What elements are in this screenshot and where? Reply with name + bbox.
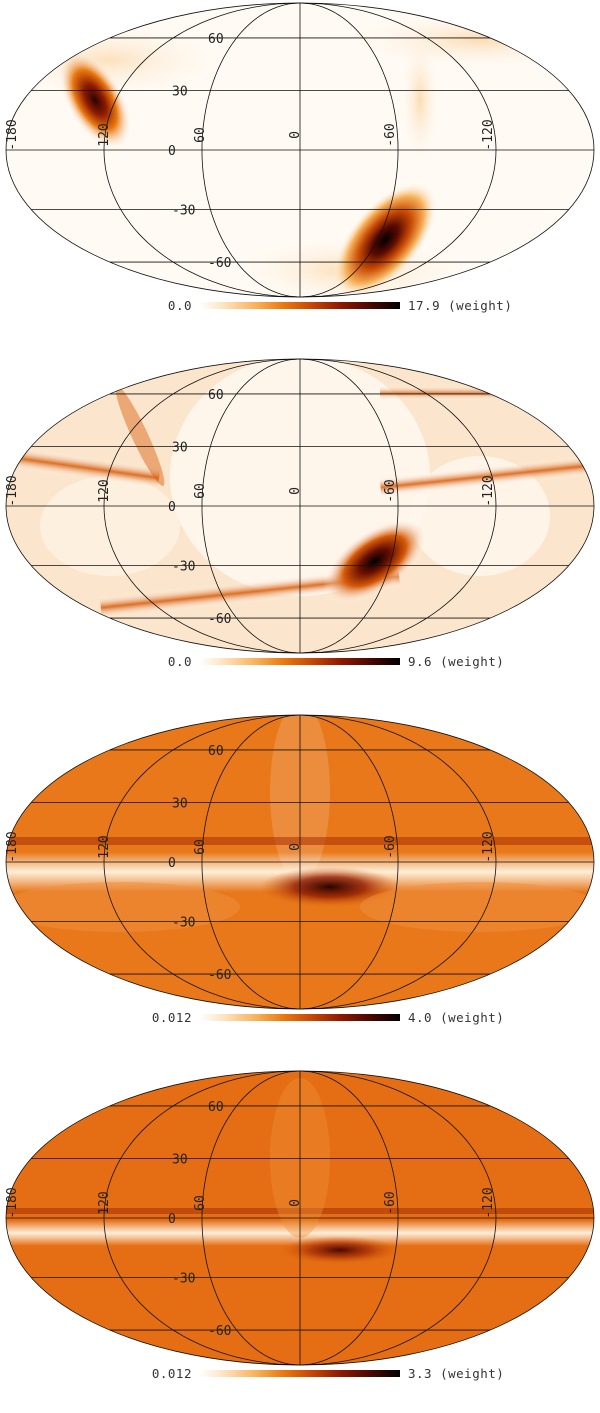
colorbar-gradient xyxy=(200,1370,400,1377)
longitude-label: 120 xyxy=(97,123,112,146)
latitude-label: 30 xyxy=(172,441,188,456)
mollweide-map-1: 60 30 0 -30 -60 -180 120 60 0 -60 -120 xyxy=(5,2,595,298)
longitude-label: 60 xyxy=(193,1195,208,1211)
latitude-label: 0 xyxy=(168,500,176,515)
graticule-3 xyxy=(5,714,595,1010)
latitude-label: 30 xyxy=(172,797,188,812)
colorbar-2: 0.0 9.6 (weight) xyxy=(0,654,600,674)
longitude-label: -180 xyxy=(5,831,20,862)
latitude-label: 30 xyxy=(172,1153,188,1168)
longitude-label: -60 xyxy=(383,1191,398,1214)
longitude-label: -180 xyxy=(5,475,20,506)
colorbar-1: 0.0 17.9 (weight) xyxy=(0,298,600,318)
colorbar-gradient xyxy=(200,1014,400,1021)
longitude-label: -60 xyxy=(383,123,398,146)
colorbar-min-label: 0.0 xyxy=(167,654,192,669)
longitude-label: 60 xyxy=(193,127,208,143)
latitude-label: 60 xyxy=(208,744,224,759)
longitude-label: 0 xyxy=(288,843,303,851)
longitude-label: -60 xyxy=(383,835,398,858)
mollweide-map-3: 60 30 0 -30 -60 -180 120 60 0 -60 -120 xyxy=(5,714,595,1010)
latitude-label: -30 xyxy=(172,915,195,930)
sky-map-panel-1: 60 30 0 -30 -60 -180 120 60 0 -60 -120 0.0 17.9 (w… xyxy=(0,0,600,345)
longitude-label: 0 xyxy=(288,131,303,139)
longitude-label: 0 xyxy=(288,487,303,495)
colorbar-max-label: 17.9 (weight) xyxy=(408,298,513,313)
colorbar-4: 0.012 3.3 (weight) xyxy=(0,1366,600,1386)
graticule-4 xyxy=(5,1070,595,1366)
latitude-label: 0 xyxy=(168,144,176,159)
colorbar-3: 0.012 4.0 (weight) xyxy=(0,1010,600,1030)
longitude-label: 120 xyxy=(97,479,112,502)
colorbar-min-label: 0.012 xyxy=(151,1010,192,1025)
latitude-label: -60 xyxy=(208,1324,231,1339)
latitude-label: 0 xyxy=(168,856,176,871)
longitude-label: 120 xyxy=(97,835,112,858)
latitude-label: -60 xyxy=(208,256,231,271)
colorbar-max-label: 3.3 (weight) xyxy=(408,1366,505,1381)
longitude-label: -120 xyxy=(481,119,496,150)
latitude-label: 60 xyxy=(208,32,224,47)
latitude-label: 30 xyxy=(172,85,188,100)
colorbar-min-label: 0.012 xyxy=(151,1366,192,1381)
graticule-1 xyxy=(5,2,595,298)
longitude-label: 60 xyxy=(193,483,208,499)
latitude-label: -60 xyxy=(208,968,231,983)
latitude-label: -30 xyxy=(172,1271,195,1286)
longitude-label: -120 xyxy=(481,475,496,506)
colorbar-min-label: 0.0 xyxy=(167,298,192,313)
longitude-label: -180 xyxy=(5,1187,20,1218)
colorbar-gradient xyxy=(200,302,400,309)
longitude-label: 0 xyxy=(288,1199,303,1207)
latitude-label: -60 xyxy=(208,612,231,627)
colorbar-max-label: 4.0 (weight) xyxy=(408,1010,505,1025)
longitude-label: 60 xyxy=(193,839,208,855)
longitude-label: -180 xyxy=(5,119,20,150)
longitude-label: -120 xyxy=(481,831,496,862)
latitude-label: -30 xyxy=(172,559,195,574)
latitude-label: 0 xyxy=(168,1212,176,1227)
latitude-label: 60 xyxy=(208,1100,224,1115)
sky-map-panel-2: 60 30 0 -30 -60 -180 120 60 0 -60 -120 0.0 9.6 (we… xyxy=(0,356,600,701)
latitude-label: 60 xyxy=(208,388,224,403)
sky-map-panel-3: 60 30 0 -30 -60 -180 120 60 0 -60 -120 0.012 4.0 (… xyxy=(0,712,600,1057)
longitude-label: -60 xyxy=(383,479,398,502)
graticule-2 xyxy=(5,358,595,654)
colorbar-max-label: 9.6 (weight) xyxy=(408,654,505,669)
sky-map-panel-4: 60 30 0 -30 -60 -180 120 60 0 -60 -120 0.012 3.3 (… xyxy=(0,1068,600,1413)
latitude-label: -30 xyxy=(172,203,195,218)
mollweide-map-2: 60 30 0 -30 -60 -180 120 60 0 -60 -120 xyxy=(5,358,595,654)
longitude-label: 120 xyxy=(97,1191,112,1214)
mollweide-map-4: 60 30 0 -30 -60 -180 120 60 0 -60 -120 xyxy=(5,1070,595,1366)
longitude-label: -120 xyxy=(481,1187,496,1218)
colorbar-gradient xyxy=(200,658,400,665)
